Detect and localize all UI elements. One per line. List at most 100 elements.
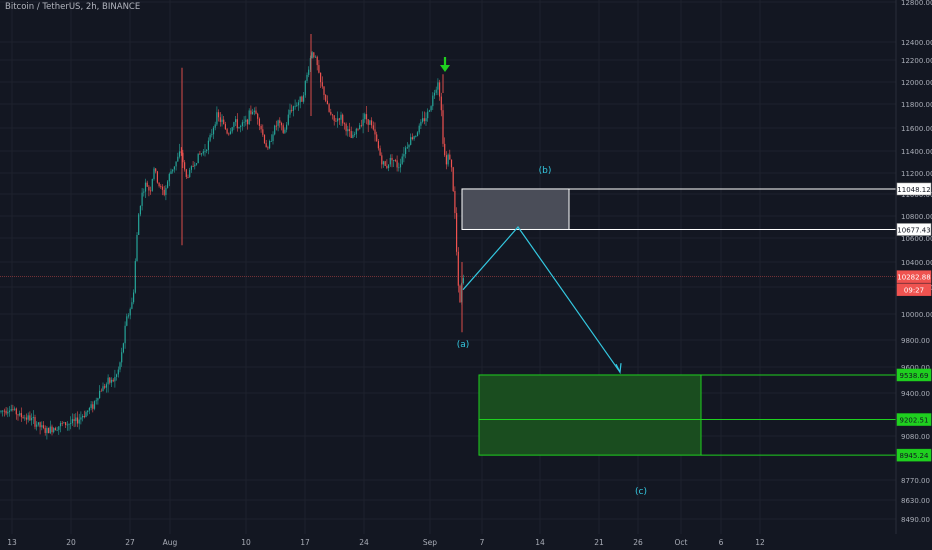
candle-body: [381, 155, 383, 165]
candle-body: [194, 164, 196, 167]
drawing-zones[interactable]: [440, 57, 896, 456]
candle-body: [41, 425, 43, 428]
candle-body: [22, 417, 24, 419]
candle-body: [184, 162, 186, 170]
candle-body: [195, 163, 198, 165]
candle-body: [284, 129, 286, 133]
candle-body: [206, 149, 208, 152]
candle-body: [127, 315, 130, 317]
candle-body: [114, 376, 116, 382]
candle-body: [10, 409, 12, 411]
candle-body: [435, 89, 437, 93]
candle-body: [440, 96, 442, 111]
candle-body: [345, 123, 347, 132]
candle-body: [139, 205, 141, 215]
candle-body: [442, 110, 444, 144]
candle-body: [236, 119, 238, 129]
y-tick-label: 12400.00: [901, 39, 932, 47]
candle-body: [75, 417, 77, 421]
candle-body: [292, 106, 294, 111]
candle-body: [301, 96, 303, 102]
candle-body: [371, 120, 373, 126]
x-tick-label: 24: [359, 538, 369, 547]
candle-body: [267, 147, 269, 149]
candle-body: [15, 408, 17, 415]
candle-body: [218, 112, 220, 118]
candle-body: [156, 171, 158, 183]
candle-body: [223, 119, 225, 125]
candle-body: [241, 122, 243, 126]
candle-body: [337, 118, 339, 122]
candle-body: [151, 178, 153, 191]
candle-body: [427, 111, 429, 119]
candle-body: [124, 325, 126, 344]
candle-body: [68, 424, 70, 425]
candle-body: [360, 125, 362, 127]
candle-body: [76, 417, 79, 424]
candle-body: [235, 119, 237, 123]
candle-body: [71, 419, 73, 424]
price-tag-c-top-bg: [896, 368, 932, 382]
candle-body: [158, 182, 160, 187]
candle-body: [209, 135, 211, 141]
candle-body: [56, 429, 58, 431]
candle-body: [403, 154, 405, 157]
candle-body: [384, 161, 386, 166]
candle-body: [102, 386, 104, 392]
candle-body: [39, 422, 41, 428]
candle-body: [289, 109, 291, 115]
candle-body: [391, 157, 393, 161]
candle-body: [399, 163, 402, 168]
candle-body: [32, 417, 34, 419]
candle-body: [173, 166, 175, 170]
candle-body: [294, 105, 296, 107]
candle-body: [260, 125, 262, 130]
candle-body: [90, 404, 92, 409]
candle-body: [330, 111, 332, 115]
candle-body: [405, 147, 407, 155]
price-tag-b-top-bg: [896, 182, 932, 196]
candle-body: [44, 428, 46, 433]
candle-body: [291, 109, 293, 111]
candle-body: [355, 128, 357, 135]
wave-b-label: (b): [539, 166, 552, 176]
candle-body: [311, 52, 313, 59]
x-tick-label: 6: [719, 538, 724, 547]
candle-body: [65, 422, 67, 426]
candle-body: [190, 166, 192, 170]
candle-body: [326, 100, 328, 105]
candle-body: [172, 169, 174, 172]
candle-body: [343, 123, 345, 125]
candle-body: [369, 120, 371, 125]
candle-body: [439, 82, 441, 97]
y-tick-label: 8490.00: [901, 516, 930, 524]
candle-body: [197, 153, 199, 164]
candle-body: [175, 161, 177, 167]
candle-body: [306, 74, 308, 81]
candle-body: [357, 128, 359, 130]
candle-body: [398, 167, 400, 169]
zone-b-box: [461, 188, 570, 230]
candle-body: [155, 168, 157, 172]
candle-body: [212, 127, 215, 135]
candle-body: [452, 167, 454, 192]
candle-body: [279, 120, 281, 124]
candle-body: [457, 251, 459, 286]
candle-body: [338, 118, 340, 120]
candle-body: [87, 410, 89, 413]
candle-body: [413, 136, 415, 140]
candle-body: [304, 80, 306, 96]
candle-body: [141, 192, 143, 206]
candle-body: [133, 292, 135, 303]
candle-body: [265, 143, 267, 148]
candle-body: [340, 114, 342, 120]
candle-body: [389, 157, 391, 165]
x-tick-label: Sep: [423, 538, 437, 547]
y-tick-label: 11200.00: [901, 170, 932, 178]
candle-body: [348, 129, 351, 132]
candle-body: [309, 58, 311, 70]
candle-body: [365, 114, 368, 120]
candle-body: [432, 95, 434, 107]
candle-body: [136, 234, 138, 262]
